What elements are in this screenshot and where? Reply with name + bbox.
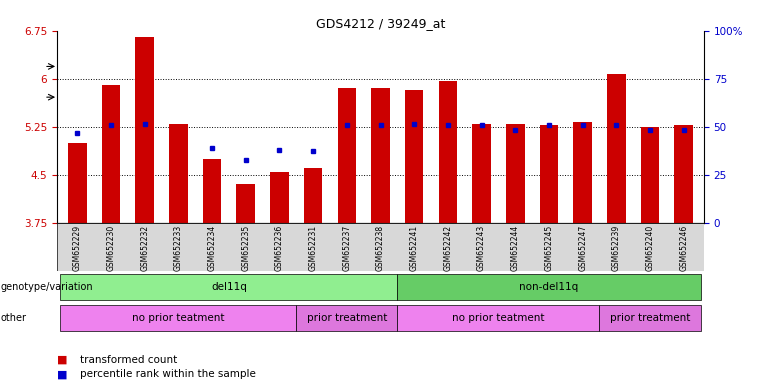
FancyBboxPatch shape <box>60 274 397 300</box>
FancyBboxPatch shape <box>600 305 701 331</box>
Text: non-del11q: non-del11q <box>519 282 578 292</box>
Text: GSM652246: GSM652246 <box>680 225 688 271</box>
Text: prior treatment: prior treatment <box>307 313 387 323</box>
Text: GSM652244: GSM652244 <box>511 225 520 271</box>
FancyBboxPatch shape <box>397 274 701 300</box>
Bar <box>135 37 154 223</box>
Bar <box>674 126 693 223</box>
Text: GSM652236: GSM652236 <box>275 225 284 271</box>
Bar <box>68 143 87 223</box>
Text: GSM652234: GSM652234 <box>208 225 217 271</box>
FancyBboxPatch shape <box>296 305 397 331</box>
Text: GSM652239: GSM652239 <box>612 225 621 271</box>
Bar <box>102 85 120 223</box>
Bar <box>371 88 390 223</box>
Bar <box>473 124 491 223</box>
Text: GSM652240: GSM652240 <box>645 225 654 271</box>
Text: prior treatment: prior treatment <box>610 313 690 323</box>
Bar <box>641 127 659 223</box>
Bar <box>169 124 188 223</box>
Text: GSM652243: GSM652243 <box>477 225 486 271</box>
Bar <box>438 81 457 223</box>
Text: GSM652241: GSM652241 <box>409 225 419 271</box>
Bar <box>304 168 323 223</box>
Text: GSM652229: GSM652229 <box>73 225 81 271</box>
Text: GSM652238: GSM652238 <box>376 225 385 271</box>
Text: GSM652233: GSM652233 <box>174 225 183 271</box>
Text: GSM652237: GSM652237 <box>342 225 352 271</box>
Text: GSM652235: GSM652235 <box>241 225 250 271</box>
Title: GDS4212 / 39249_at: GDS4212 / 39249_at <box>316 17 445 30</box>
Text: GSM652245: GSM652245 <box>544 225 553 271</box>
FancyBboxPatch shape <box>397 305 600 331</box>
Bar <box>607 74 626 223</box>
FancyBboxPatch shape <box>57 223 704 271</box>
Text: GSM652230: GSM652230 <box>107 225 116 271</box>
Bar <box>338 88 356 223</box>
Bar <box>202 159 221 223</box>
Text: GSM652232: GSM652232 <box>140 225 149 271</box>
Text: GSM652242: GSM652242 <box>444 225 452 271</box>
Bar <box>270 172 288 223</box>
Text: genotype/variation: genotype/variation <box>1 282 94 292</box>
Text: GSM652247: GSM652247 <box>578 225 587 271</box>
Bar <box>540 125 559 223</box>
Text: no prior teatment: no prior teatment <box>452 313 545 323</box>
Text: other: other <box>1 313 27 323</box>
Text: no prior teatment: no prior teatment <box>132 313 224 323</box>
Bar <box>506 124 524 223</box>
Text: transformed count: transformed count <box>80 355 177 365</box>
Text: ■: ■ <box>57 355 68 365</box>
Text: del11q: del11q <box>211 282 247 292</box>
Text: percentile rank within the sample: percentile rank within the sample <box>80 369 256 379</box>
Bar <box>573 122 592 223</box>
FancyBboxPatch shape <box>60 305 296 331</box>
Bar <box>237 184 255 223</box>
Text: GSM652231: GSM652231 <box>309 225 317 271</box>
Bar <box>405 90 423 223</box>
Text: ■: ■ <box>57 369 68 379</box>
